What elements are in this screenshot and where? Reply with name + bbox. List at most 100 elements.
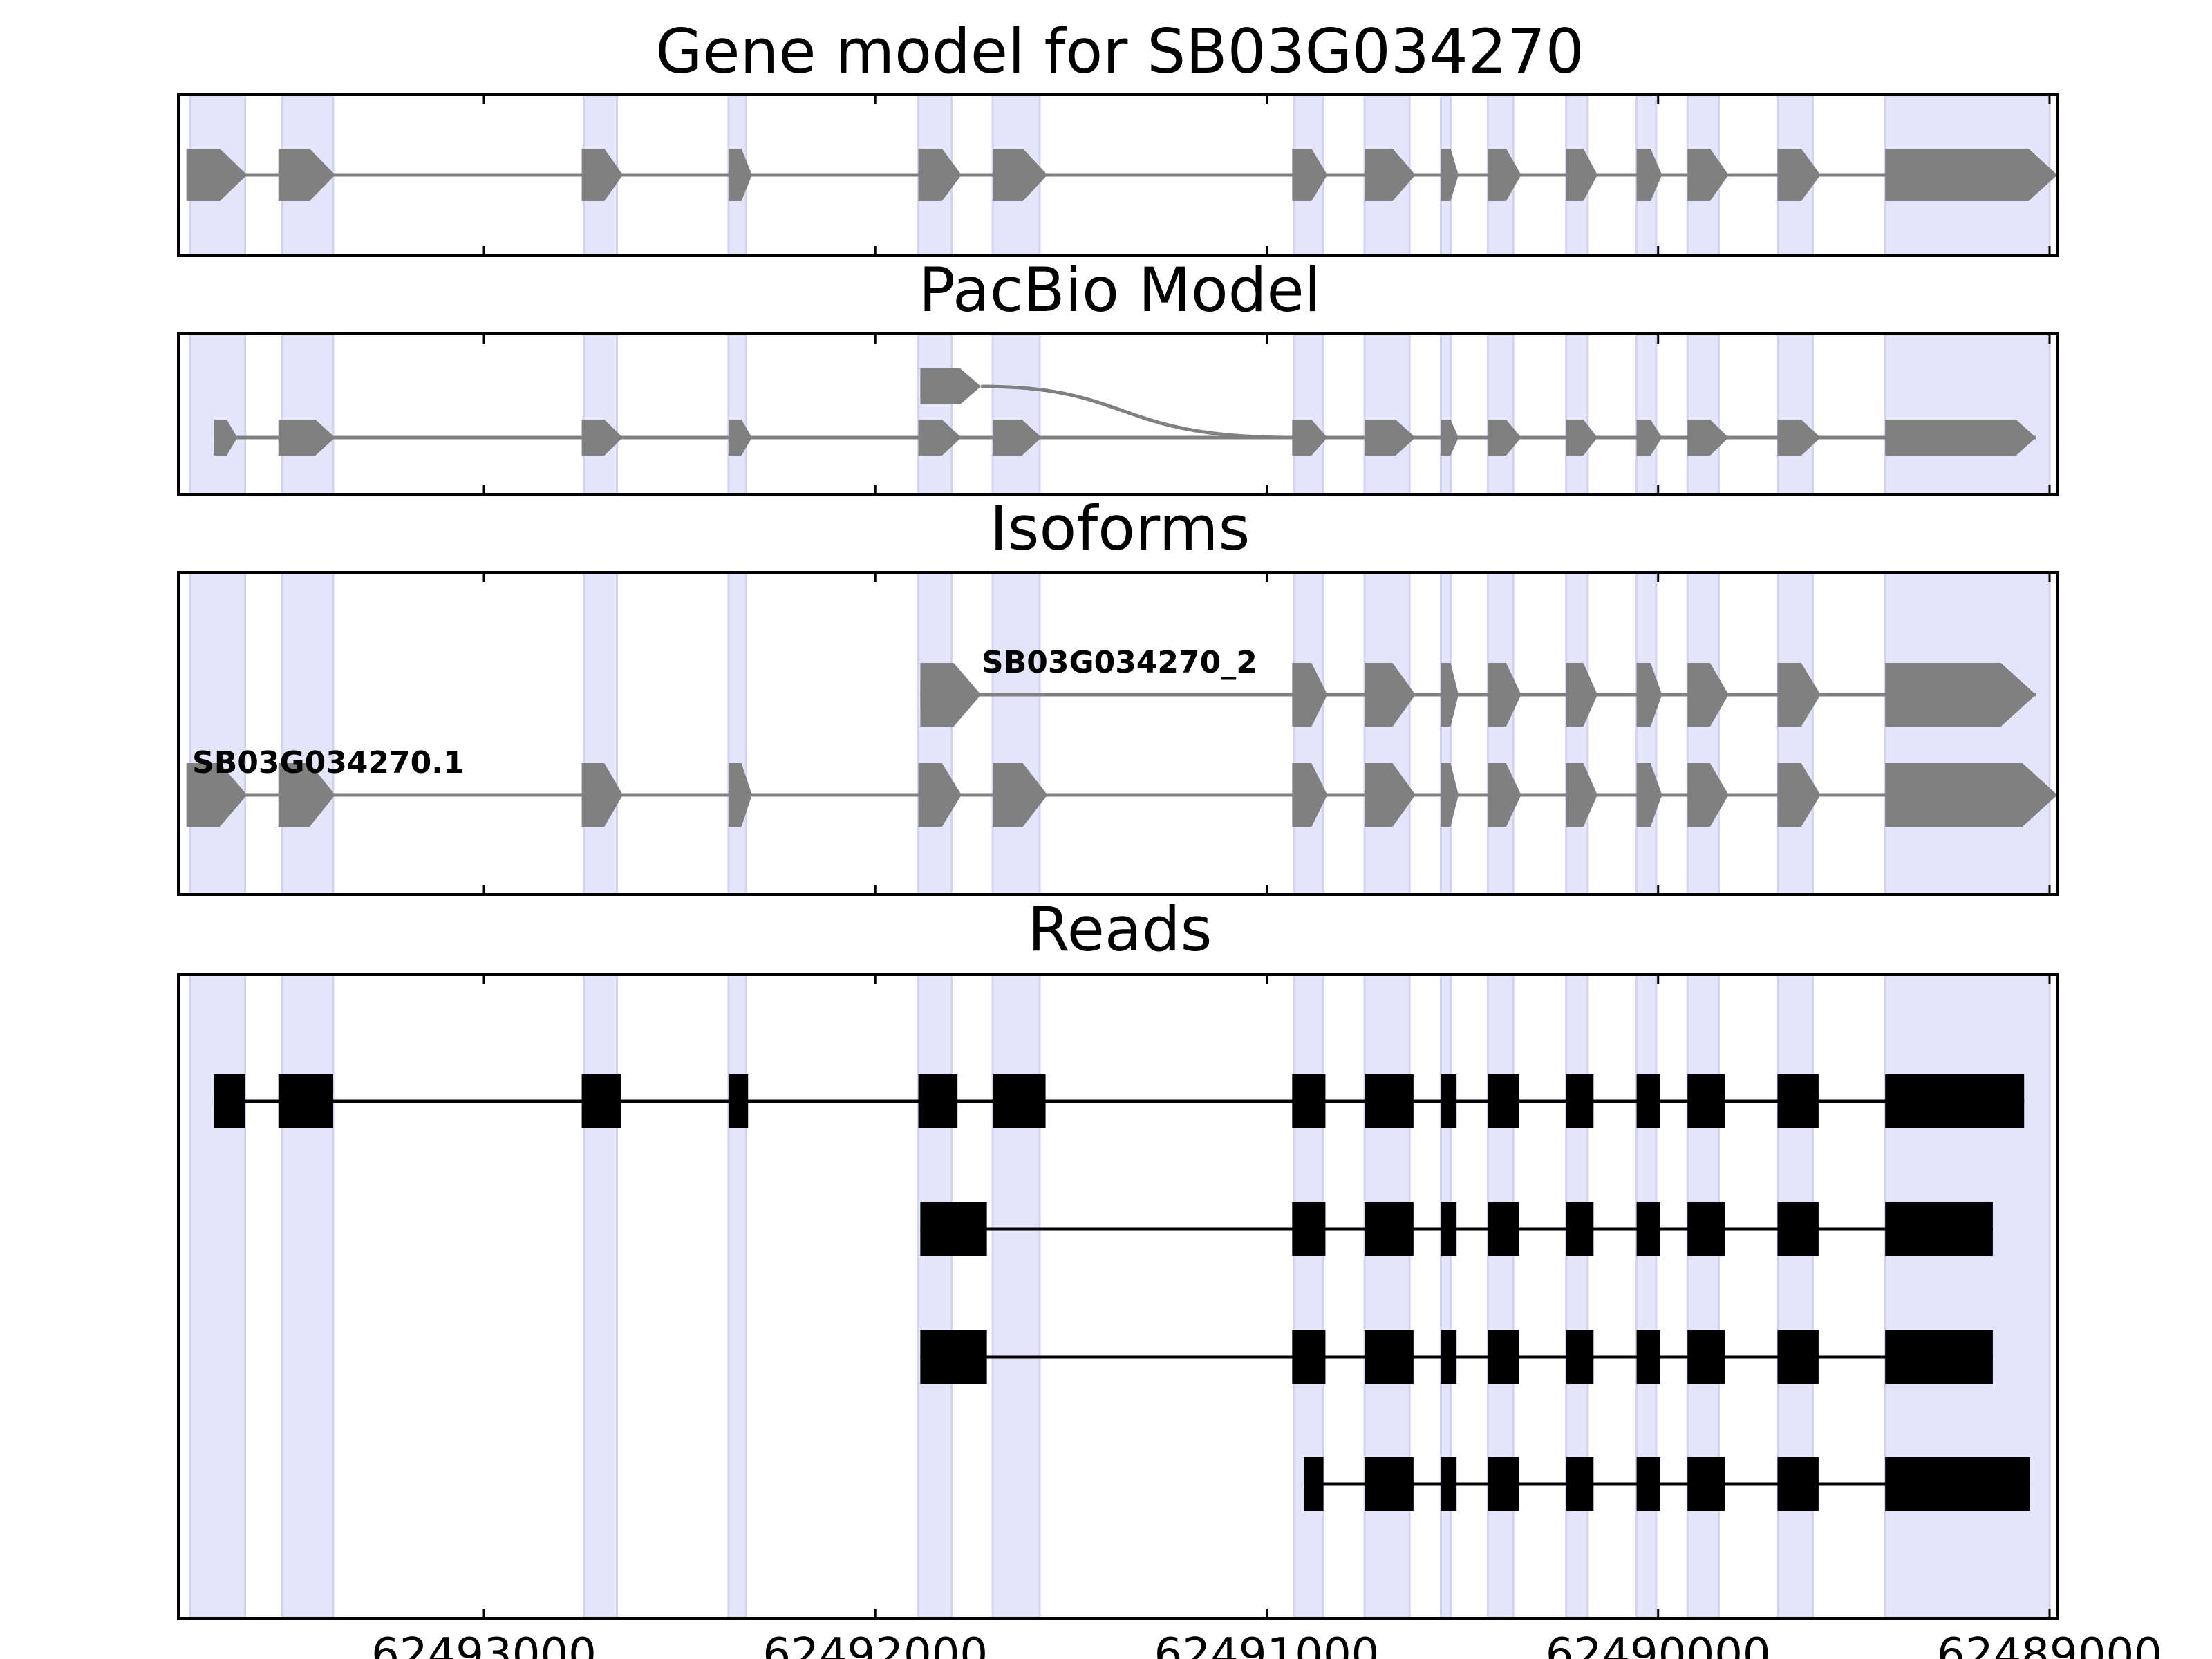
exon-band xyxy=(281,571,335,896)
isoforms-track xyxy=(186,663,2058,827)
exon-arrow xyxy=(1441,763,1459,827)
exon-arrow xyxy=(1365,763,1416,827)
exon-arrow xyxy=(1777,763,1821,827)
read-exon xyxy=(1777,1202,1819,1256)
isoform-label-sb03g034270-2: SB03G034270_2 xyxy=(982,645,1257,680)
read-exon xyxy=(1636,1457,1660,1511)
read-exon xyxy=(1488,1457,1519,1511)
exon-bands xyxy=(189,332,2051,496)
exon-arrow xyxy=(278,420,335,456)
exon-band xyxy=(1486,973,1515,1620)
panel-gene-model: Gene model for SB03G034270 xyxy=(177,16,2059,257)
read-exon xyxy=(1292,1330,1326,1384)
read-exon xyxy=(1304,1457,1324,1511)
exon-arrow xyxy=(1365,663,1416,727)
exon-band xyxy=(1776,973,1814,1620)
exon-band xyxy=(189,571,247,896)
exon-arrow xyxy=(1687,763,1729,827)
exon-band xyxy=(1439,571,1452,896)
exon-arrow xyxy=(1292,763,1328,827)
isoform-label-sb03g034270-1: SB03G034270.1 xyxy=(192,745,465,780)
exon-band xyxy=(582,973,619,1620)
exon-band xyxy=(727,973,747,1620)
read-exon xyxy=(1636,1330,1660,1384)
exon-arrow xyxy=(728,149,752,201)
exon-band xyxy=(991,332,1041,496)
exon-band xyxy=(1635,571,1658,896)
reads-track xyxy=(214,1074,2030,1511)
exon-arrow xyxy=(1636,763,1662,827)
x-tick-label: 62492000 xyxy=(762,1629,988,1659)
exon-band xyxy=(1439,973,1452,1620)
panel-title-isoforms: Isoforms xyxy=(990,493,1250,564)
panel-title-gene-model: Gene model for SB03G034270 xyxy=(655,16,1584,87)
axis-ticks xyxy=(482,572,2051,894)
read-exon xyxy=(920,1330,987,1384)
read-exon xyxy=(1441,1074,1457,1128)
exon-band xyxy=(281,973,335,1620)
exon-arrow xyxy=(1365,149,1416,201)
read-exon xyxy=(993,1074,1046,1128)
pacbio-model-track xyxy=(214,368,2036,456)
exon-arrow xyxy=(278,763,335,827)
exon-arrow xyxy=(186,763,247,827)
exon-band xyxy=(1635,973,1658,1620)
x-tick-label: 62493000 xyxy=(371,1629,597,1659)
gene-model-track xyxy=(186,149,2058,201)
read-exon xyxy=(1292,1202,1326,1256)
exon-arrow xyxy=(1777,420,1821,456)
exon-band xyxy=(1293,973,1325,1620)
exon-arrow xyxy=(1441,149,1459,201)
read-exon xyxy=(1488,1202,1519,1256)
panel-title-reads: Reads xyxy=(1028,894,1212,965)
exon-band xyxy=(1293,332,1325,496)
exon-band xyxy=(1686,332,1721,496)
exon-arrow xyxy=(1777,663,1821,727)
exon-arrow xyxy=(993,149,1048,201)
exon-band xyxy=(1884,973,2051,1620)
read-exon xyxy=(1566,1074,1594,1128)
read-exon xyxy=(1687,1457,1725,1511)
read-exon xyxy=(1566,1457,1594,1511)
read-exon xyxy=(1777,1457,1819,1511)
panel-frame xyxy=(177,571,2059,896)
exon-arrow xyxy=(920,368,982,404)
read-exon xyxy=(1566,1202,1594,1256)
read-exon xyxy=(1292,1074,1326,1128)
read-exon xyxy=(1885,1330,1993,1384)
x-tick-label: 62489000 xyxy=(1937,1629,2162,1659)
read-exon xyxy=(1636,1074,1660,1128)
exon-band xyxy=(281,332,335,496)
exon-band xyxy=(1363,973,1411,1620)
read-exon xyxy=(1365,1074,1414,1128)
exon-arrow xyxy=(1636,420,1662,456)
exon-band xyxy=(1776,332,1814,496)
exon-band xyxy=(1363,332,1411,496)
exon-arrow xyxy=(1687,420,1729,456)
exon-band xyxy=(1686,973,1721,1620)
exon-band xyxy=(917,973,953,1620)
exon-band xyxy=(1439,332,1452,496)
x-tick-label: 62490000 xyxy=(1546,1629,1771,1659)
exon-arrow xyxy=(1885,763,2058,827)
exon-band xyxy=(1884,571,2051,896)
exon-arrow xyxy=(1441,420,1459,456)
read-exon xyxy=(1885,1202,1993,1256)
panel-frame xyxy=(177,332,2059,496)
exon-arrow xyxy=(581,763,624,827)
read-exon xyxy=(1687,1074,1725,1128)
exon-band xyxy=(1565,332,1589,496)
read-exon xyxy=(1365,1457,1414,1511)
exon-band xyxy=(727,571,747,896)
axis-ticks xyxy=(482,95,2051,256)
exon-arrow xyxy=(1488,763,1521,827)
read-exon xyxy=(1777,1074,1819,1128)
exon-band xyxy=(1776,571,1814,896)
exon-arrow xyxy=(728,763,752,827)
read-exon xyxy=(278,1074,333,1128)
read-exon xyxy=(1488,1330,1519,1384)
exon-band xyxy=(582,332,619,496)
exon-band xyxy=(1635,332,1658,496)
exon-arrow xyxy=(581,420,624,456)
read-exon xyxy=(581,1074,621,1128)
